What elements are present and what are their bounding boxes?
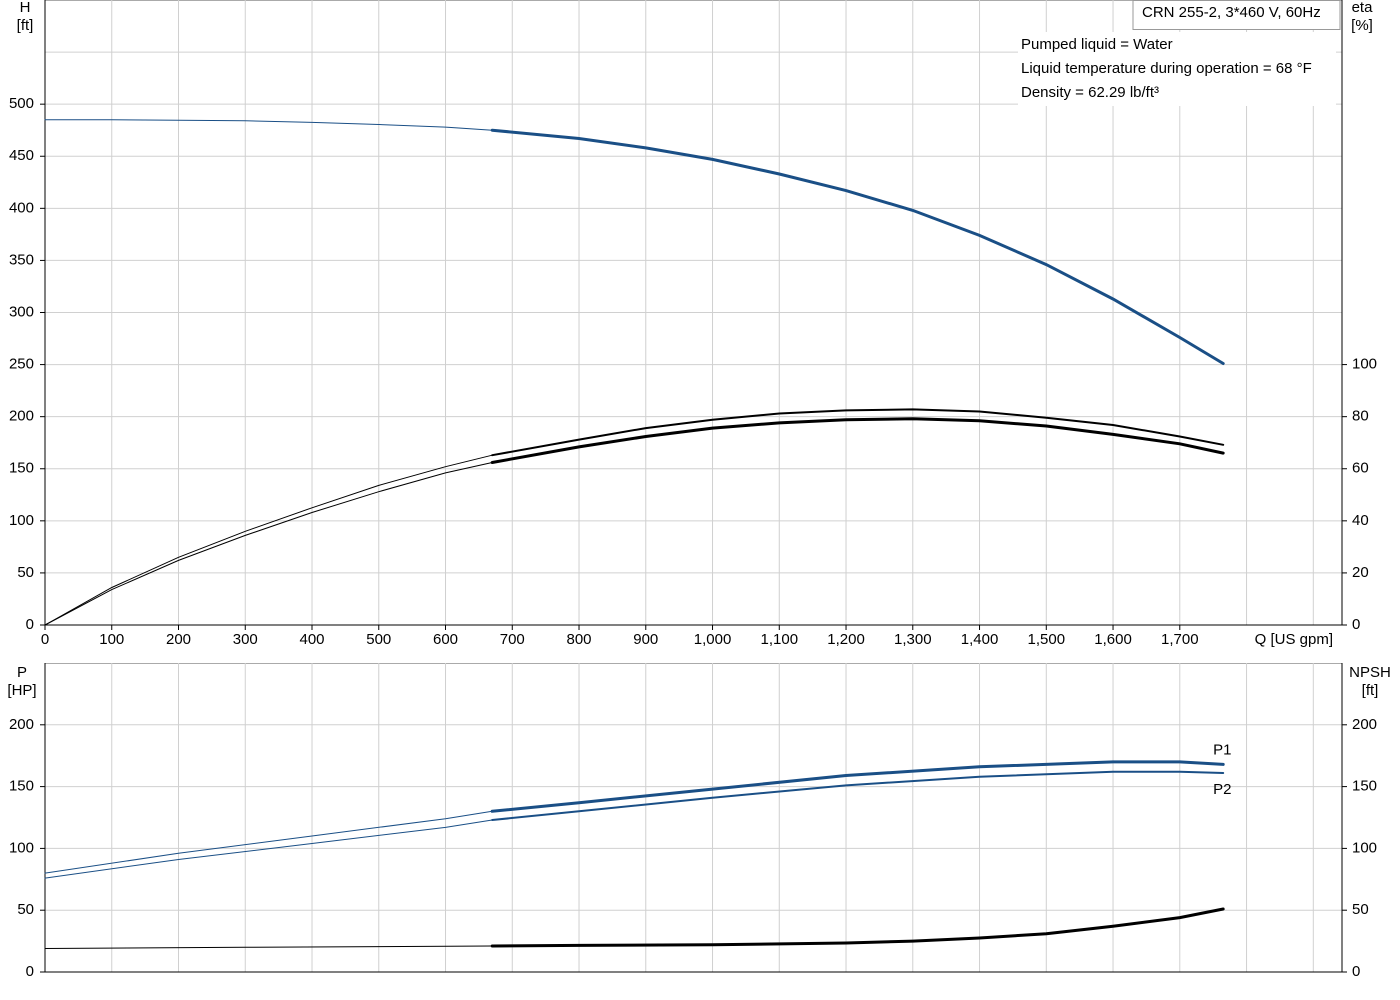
plot-frame <box>44 663 1343 973</box>
note: Pumped liquid = Water <box>1021 36 1173 53</box>
x-tick-label: 600 <box>433 631 458 648</box>
note: Liquid temperature during operation = 68… <box>1021 60 1312 77</box>
x-tick-label: 400 <box>299 631 324 648</box>
x-axis-label: Q [US gpm] <box>1255 631 1333 648</box>
curve <box>44 945 493 949</box>
curve <box>490 128 1225 365</box>
curve <box>44 810 493 874</box>
x-tick-label: 1,400 <box>961 631 999 648</box>
y2-tick-label: 200 <box>1352 716 1377 733</box>
curve <box>44 819 493 879</box>
x-tick-label: 1,000 <box>694 631 732 648</box>
y-axis-label: [ft] <box>17 17 34 34</box>
y-tick-label: 100 <box>9 839 34 856</box>
y-axis-label: [HP] <box>7 682 36 699</box>
curve <box>44 119 493 131</box>
y-tick-label: 0 <box>26 963 34 980</box>
y2-tick-label: 100 <box>1352 356 1377 373</box>
x-tick-label: 700 <box>500 631 525 648</box>
y2-tick-label: 50 <box>1352 901 1369 918</box>
y-tick-label: 250 <box>9 356 34 373</box>
y2-axis-label: eta <box>1352 0 1374 16</box>
y-tick-label: 0 <box>26 616 34 633</box>
y-tick-label: 150 <box>9 460 34 477</box>
y-tick-label: 450 <box>9 147 34 164</box>
y2-axis-label: NPSH <box>1349 664 1391 681</box>
y-tick-label: 50 <box>17 564 34 581</box>
x-tick-label: 300 <box>233 631 258 648</box>
note: Density = 62.29 lb/ft³ <box>1021 84 1159 101</box>
x-tick-label: 900 <box>633 631 658 648</box>
y2-tick-label: 80 <box>1352 408 1369 425</box>
y2-tick-label: 0 <box>1352 963 1360 980</box>
x-tick-label: 1,600 <box>1094 631 1132 648</box>
notes-background <box>1018 32 1336 106</box>
y-tick-label: 400 <box>9 199 34 216</box>
y2-tick-label: 100 <box>1352 839 1377 856</box>
curve <box>44 462 493 626</box>
curve <box>490 907 1225 948</box>
info-box-text: CRN 255-2, 3*460 V, 60Hz <box>1142 4 1321 21</box>
y2-axis-label: [ft] <box>1362 682 1379 699</box>
y-tick-label: 300 <box>9 303 34 320</box>
y-tick-label: 350 <box>9 251 34 268</box>
x-tick-label: 1,300 <box>894 631 932 648</box>
series-label: P1 <box>1213 741 1231 758</box>
series-label: P2 <box>1213 781 1231 798</box>
x-tick-label: 0 <box>41 631 49 648</box>
y-axis-label: P <box>17 664 27 681</box>
info-box <box>1132 0 1341 30</box>
curve <box>490 760 1225 813</box>
overlay: CRN 255-2, 3*460 V, 60Hz Pumped liquid =… <box>7 0 1391 798</box>
y-tick-label: 200 <box>9 408 34 425</box>
y-tick-label: 50 <box>17 901 34 918</box>
curve <box>490 417 1225 464</box>
y2-axis-label: [%] <box>1351 17 1373 34</box>
x-tick-label: 100 <box>99 631 124 648</box>
y2-tick-label: 60 <box>1352 460 1369 477</box>
x-tick-label: 800 <box>567 631 592 648</box>
x-tick-label: 1,500 <box>1028 631 1066 648</box>
x-tick-label: 1,100 <box>761 631 799 648</box>
x-tick-label: 1,200 <box>827 631 865 648</box>
y2-tick-label: 0 <box>1352 616 1360 633</box>
y-axis-label: H <box>20 0 31 16</box>
x-tick-label: 200 <box>166 631 191 648</box>
y-tick-label: 500 <box>9 95 34 112</box>
curve <box>491 770 1225 821</box>
curve <box>491 408 1225 457</box>
y-tick-label: 200 <box>9 716 34 733</box>
y2-tick-label: 150 <box>1352 778 1377 795</box>
x-tick-label: 1,700 <box>1161 631 1199 648</box>
curve <box>44 454 493 626</box>
curves <box>44 119 1225 949</box>
grid: 0 100 200 300 400 500 600 700 800 900 1,000 1,100 1,… <box>9 0 1377 980</box>
x-tick-label: 500 <box>366 631 391 648</box>
y-tick-label: 100 <box>9 512 34 529</box>
y2-tick-label: 20 <box>1352 564 1369 581</box>
y-tick-label: 150 <box>9 778 34 795</box>
y2-tick-label: 40 <box>1352 512 1369 529</box>
